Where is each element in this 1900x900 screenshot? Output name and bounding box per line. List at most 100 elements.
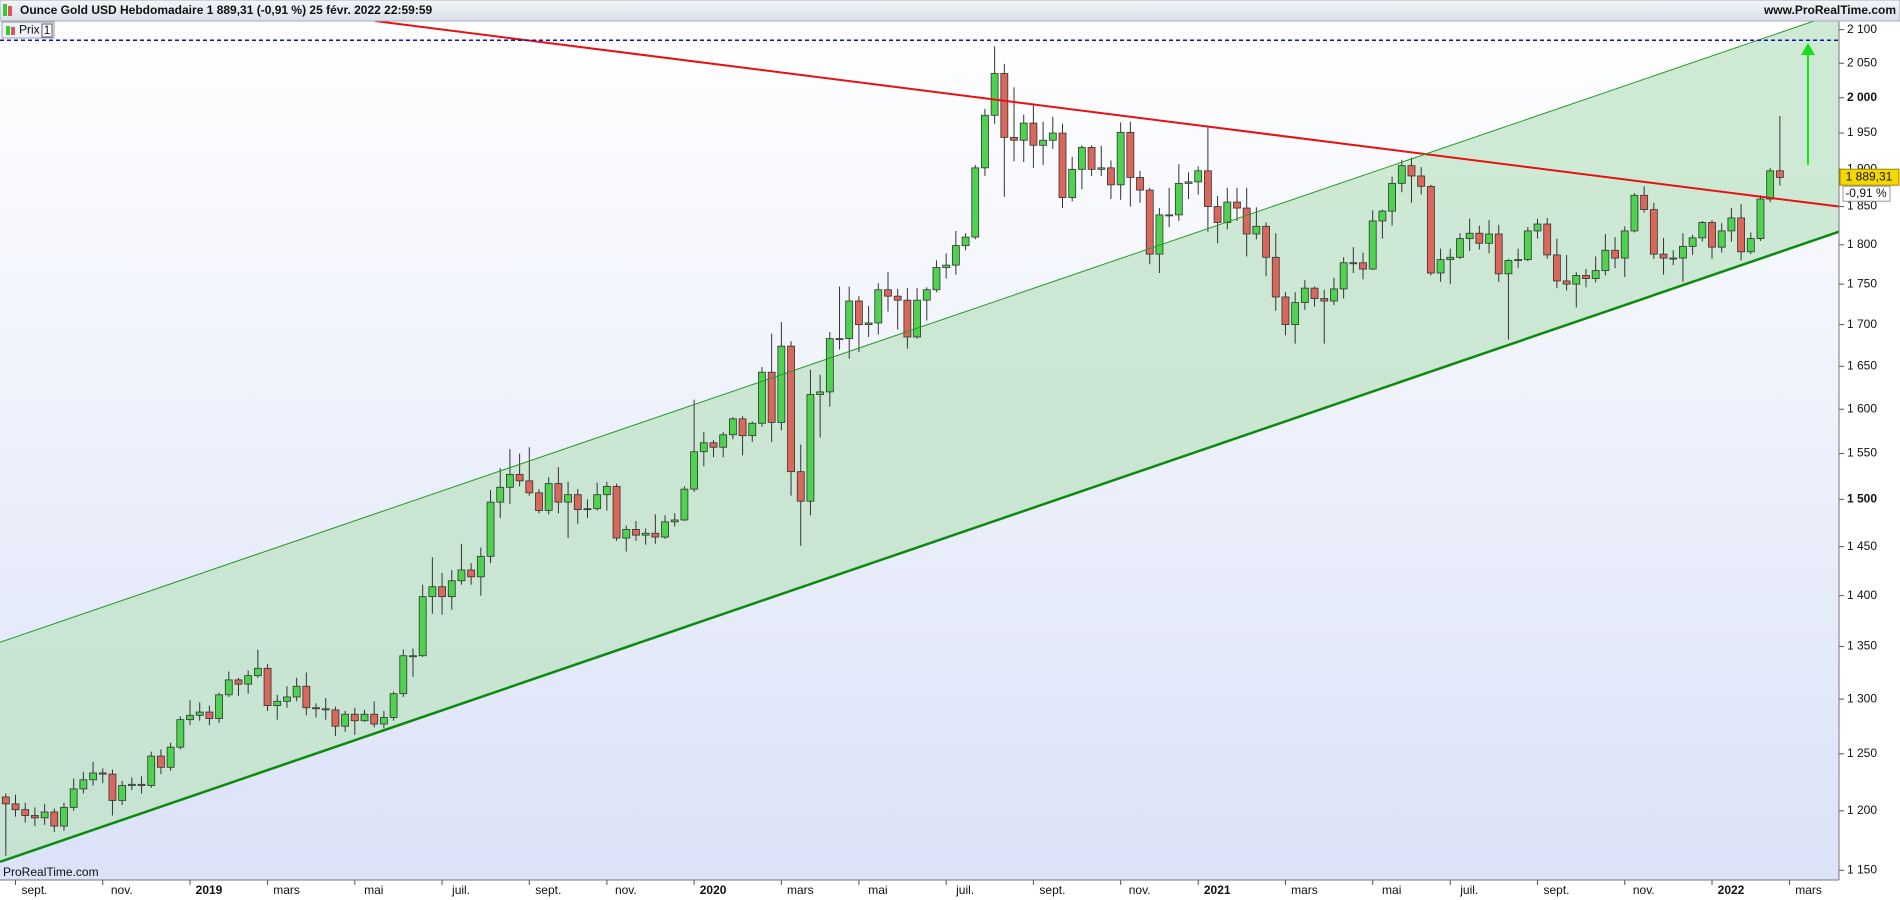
candle-body xyxy=(350,713,359,722)
legend-badge[interactable] xyxy=(41,23,53,38)
icon xyxy=(8,6,12,16)
candle-body xyxy=(1107,167,1115,186)
change-label: -0,91 % xyxy=(1845,186,1887,200)
candle-body xyxy=(40,811,49,819)
candle-body xyxy=(932,267,941,291)
candle-body xyxy=(622,529,631,539)
header-bar xyxy=(0,0,1900,22)
plot xyxy=(0,21,1839,863)
candle-body xyxy=(157,755,165,768)
candle-body xyxy=(1708,222,1716,248)
y-tick-label: 1 150 xyxy=(1847,862,1877,876)
legend-badge-label: 1 xyxy=(44,23,51,37)
candle-body xyxy=(1291,302,1300,326)
candle-body xyxy=(1523,230,1532,261)
candle-body xyxy=(273,700,282,706)
x-tick-label: mai xyxy=(868,883,887,897)
candle-body xyxy=(612,485,621,539)
candle-body xyxy=(1010,136,1018,141)
candle-body xyxy=(864,322,873,326)
candle-body xyxy=(1233,201,1241,209)
y-tick-label: 1 600 xyxy=(1847,401,1877,415)
y-tick-label: 1 650 xyxy=(1847,358,1877,372)
candle-body xyxy=(1174,182,1183,216)
candle-body xyxy=(1300,287,1309,304)
candle-body xyxy=(1679,245,1687,259)
header-site: www.ProRealTime.com xyxy=(1763,3,1896,17)
legend-icon xyxy=(11,27,15,35)
candle-body xyxy=(1165,214,1174,217)
candle-body xyxy=(98,772,107,775)
candle-body xyxy=(816,391,825,395)
candle-body xyxy=(1339,262,1348,290)
candle-body xyxy=(137,783,146,786)
x-tick-label: nov. xyxy=(1129,883,1151,897)
candle-body xyxy=(961,236,970,246)
candle-body xyxy=(913,299,921,338)
candle-body xyxy=(321,708,330,711)
candle-body xyxy=(1456,238,1464,258)
candle-body xyxy=(632,529,640,536)
y-tick-label: 2 100 xyxy=(1847,22,1877,36)
y-tick-label: 1 850 xyxy=(1847,199,1877,213)
candle-body xyxy=(990,73,999,116)
candle-body xyxy=(1397,165,1406,184)
candle-body xyxy=(544,483,553,511)
candle-body xyxy=(234,679,243,685)
candle-body xyxy=(1640,194,1649,210)
candle-body xyxy=(389,693,398,718)
candle-body xyxy=(874,289,883,324)
candle-body xyxy=(593,494,602,510)
candle-body xyxy=(1475,232,1484,244)
trend-line xyxy=(0,230,1839,863)
candle-body xyxy=(922,289,931,301)
candle-body xyxy=(30,815,39,819)
candle-body xyxy=(1591,270,1600,279)
candle-body xyxy=(1504,260,1513,275)
y-tick-label: 1 400 xyxy=(1847,588,1877,602)
candle-body xyxy=(728,418,737,436)
candle-body xyxy=(855,300,863,326)
candle-body xyxy=(69,788,78,808)
candle-body xyxy=(418,596,427,657)
y-tick-label: 1 700 xyxy=(1847,317,1877,331)
x-tick-label: nov. xyxy=(111,883,133,897)
candle-body xyxy=(1620,230,1629,259)
candle-body xyxy=(1223,201,1232,223)
candle-body xyxy=(1552,254,1561,282)
candle-body xyxy=(215,694,223,719)
legend-icon xyxy=(6,26,10,35)
candle-body xyxy=(1436,259,1445,274)
candle-body xyxy=(1097,167,1106,170)
candle-body xyxy=(1601,249,1610,272)
candle-body xyxy=(554,483,563,503)
candle-body xyxy=(457,569,466,582)
y-tick-label: 2 000 xyxy=(1847,90,1877,104)
candle-body xyxy=(1,796,10,805)
candle-body xyxy=(60,806,68,827)
candle-body xyxy=(699,442,708,453)
candle-body xyxy=(573,494,582,511)
y-tick-label: 1 800 xyxy=(1847,237,1877,251)
candle-body xyxy=(1572,274,1581,285)
candle-body xyxy=(79,779,88,790)
candle-body xyxy=(1068,168,1077,198)
candle-body xyxy=(302,685,311,709)
candle-body xyxy=(253,667,262,677)
candle-body xyxy=(1184,181,1193,184)
candle-body xyxy=(787,345,795,473)
candle-body xyxy=(1039,139,1048,146)
candle-body xyxy=(195,711,204,716)
candle-body xyxy=(1756,198,1765,240)
candle-body xyxy=(1446,256,1455,261)
candle-body xyxy=(884,289,892,297)
y-tick-label: 2 050 xyxy=(1847,55,1877,69)
candle-body xyxy=(379,717,388,725)
candle-body xyxy=(176,719,185,748)
candle-body xyxy=(680,488,689,521)
x-tick-label: sept. xyxy=(22,883,48,897)
candle-body xyxy=(370,713,379,725)
candle-body xyxy=(1262,225,1270,258)
candle-body xyxy=(942,264,951,268)
